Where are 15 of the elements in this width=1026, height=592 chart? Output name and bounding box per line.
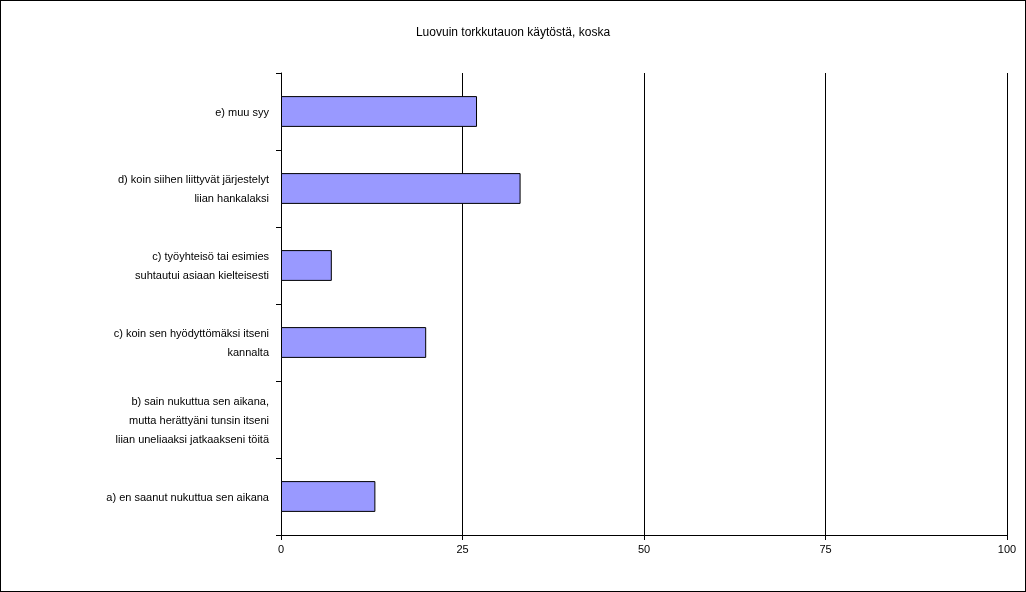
y-tick-label: c) työyhteisö tai esimies suhtautui asiaan kielteisesti [135, 250, 270, 281]
y-tick-label: e) muu syy [215, 105, 270, 118]
bar [281, 481, 376, 512]
bar [281, 327, 427, 358]
x-tick-label: 0 [277, 542, 285, 555]
chart-title: Luovuin torkkutauon käytöstä, koska [415, 25, 611, 39]
x-tick-label: 50 [637, 542, 651, 555]
bar [281, 250, 332, 281]
y-tick-label: c) koin sen hyödyttömäksi itseni kannalta [113, 327, 270, 358]
x-tick-label: 100 [997, 542, 1017, 555]
y-tick-label: b) sain nukuttua sen aikana, mutta herättyäni tunsin itseni liian uneliaaksi jatkaakseni töitä [115, 394, 270, 445]
y-tick-label: a) en saanut nukuttua sen aikana [106, 490, 270, 503]
x-tick-label: 75 [819, 542, 832, 555]
x-tick-label: 25 [456, 542, 469, 555]
y-tick-label: d) koin siihen liittyvät järjestelyt liian hankalaksi [117, 173, 269, 204]
